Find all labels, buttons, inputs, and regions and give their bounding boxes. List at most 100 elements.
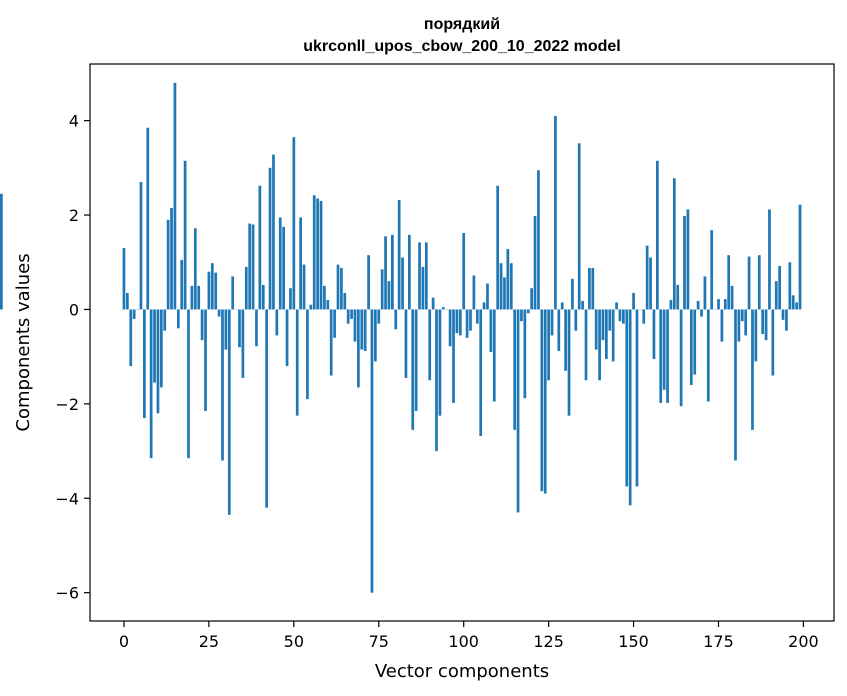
bar-111: [499, 263, 503, 310]
x-axis-label: Vector components: [375, 661, 549, 682]
bar-192: [774, 281, 778, 310]
bar-26: [210, 263, 214, 310]
bar-136: [584, 309, 588, 381]
x-tick-label: 50: [284, 632, 304, 651]
bar-189: [764, 309, 768, 341]
bar-58: [319, 200, 323, 310]
bar-72: [367, 255, 370, 310]
bar-61: [329, 309, 333, 376]
bar-51: [295, 309, 299, 416]
bar-129: [560, 302, 564, 310]
bar-27: [214, 272, 218, 310]
bar-8: [149, 309, 153, 459]
bar-144: [611, 309, 615, 362]
bar-10: [156, 309, 160, 414]
bar-145: [615, 302, 618, 310]
bar-198: [795, 302, 798, 310]
bar-156: [652, 309, 656, 360]
bar-199: [798, 204, 802, 310]
bar-160: [666, 309, 669, 403]
bar-32: [231, 276, 235, 310]
bar-38: [251, 224, 255, 310]
bar-53: [302, 264, 306, 310]
bar-185: [751, 309, 754, 430]
x-tick-label: 25: [199, 632, 219, 651]
bar-190: [768, 209, 771, 310]
bar-104: [475, 309, 479, 324]
bar-123: [540, 309, 544, 492]
bar-118: [523, 309, 527, 399]
bar-166: [686, 209, 690, 310]
bar-79: [391, 234, 394, 310]
bar-140: [598, 309, 601, 381]
bar-155: [649, 257, 652, 310]
bar-178: [727, 255, 731, 310]
bar-182: [740, 309, 744, 322]
bar-102: [469, 309, 472, 331]
bar-9: [153, 309, 156, 383]
bar-150: [632, 292, 635, 310]
bar-56: [312, 195, 316, 310]
bar-82: [401, 257, 404, 310]
bar-176: [720, 309, 724, 342]
bar-2: [129, 309, 133, 367]
bar-14: [170, 207, 173, 310]
x-tick-label: 150: [618, 632, 649, 651]
bar-164: [679, 309, 683, 407]
bar-77: [384, 236, 387, 310]
bar-114: [509, 263, 513, 310]
bar-47: [282, 226, 285, 310]
bar-7: [146, 127, 150, 310]
bar-0: [122, 248, 126, 310]
bar-1: [126, 292, 129, 310]
bar-18: [183, 160, 187, 310]
bar-153: [642, 309, 646, 324]
y-tick-label: −2: [55, 395, 79, 414]
bar-31: [227, 309, 231, 515]
x-tick-label: 175: [703, 632, 734, 651]
bar-157: [655, 160, 659, 310]
bar-60: [326, 300, 330, 310]
bar-143: [608, 309, 612, 331]
bar-161: [669, 300, 673, 310]
bar-5: [139, 182, 143, 310]
bar-28: [217, 309, 221, 317]
x-tick-label: 75: [369, 632, 389, 651]
bar-141: [601, 309, 605, 341]
bar-135: [581, 300, 584, 310]
bar-169: [696, 300, 700, 310]
bar-108: [489, 309, 493, 352]
bar-25: [207, 271, 211, 310]
bar-187: [757, 255, 761, 310]
bar-137: [588, 267, 591, 310]
bar-100: [462, 232, 466, 310]
chart-title-line-2: ukrconll_upos_cbow_200_10_2022 model: [303, 38, 620, 55]
bar-179: [730, 285, 734, 310]
bar-49: [289, 288, 292, 310]
bar-120: [530, 288, 533, 310]
bar-34: [238, 309, 241, 348]
bar-30: [224, 309, 228, 350]
y-tick-label: 2: [69, 206, 79, 225]
bar-71: [363, 309, 367, 351]
bar-99: [458, 309, 462, 336]
bar-142: [605, 309, 608, 360]
bar-59: [323, 285, 326, 310]
bar-115: [513, 309, 517, 430]
bar-70: [360, 309, 364, 350]
bar-67: [350, 309, 353, 319]
bar-147: [622, 309, 625, 324]
bar-117: [520, 309, 523, 322]
bar-94: [441, 307, 445, 310]
bar-168: [693, 309, 697, 375]
bar-151: [635, 309, 639, 487]
bar-62: [333, 309, 336, 338]
bar-39: [255, 309, 258, 347]
bar-196: [788, 262, 792, 310]
bar-37: [248, 223, 252, 310]
bar-15: [173, 82, 177, 310]
bar-19: [187, 309, 190, 459]
bar-131: [567, 309, 571, 416]
x-axis-ticks: 0 25 50 75 100 125 150 175 200: [119, 621, 819, 651]
y-axis-ticks: −6 −4 −2 0 2 4: [55, 112, 90, 603]
